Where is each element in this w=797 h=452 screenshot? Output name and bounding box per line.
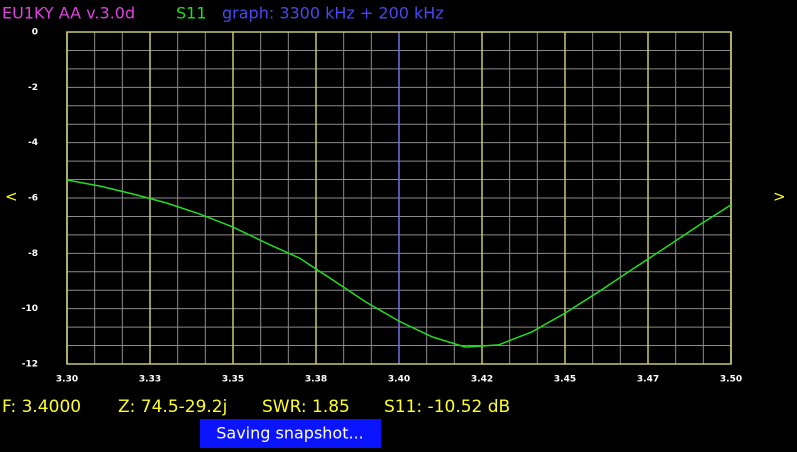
y-tick-label: -2	[28, 83, 38, 93]
x-tick-label: 3.42	[471, 375, 493, 385]
frequency: F: 3.4000	[2, 397, 81, 417]
x-tick-label: 3.38	[305, 375, 327, 385]
app-title: EU1KY AA v.3.0d	[2, 4, 135, 23]
impedance: Z: 74.5-29.2j	[118, 397, 227, 417]
x-tick-label: 3.45	[554, 375, 576, 385]
y-tick-label: -8	[28, 249, 38, 259]
x-tick-label: 3.50	[720, 375, 742, 385]
graph-range: graph: 3300 kHz + 200 kHz	[222, 4, 444, 23]
nav-right[interactable]: >	[773, 188, 786, 206]
swr: SWR: 1.85	[262, 397, 350, 417]
plot: 0 -2 -4 -6 -8 -10 -12 3.30 3.33 3.35 3.38 3.40 3.42 3…	[22, 28, 742, 385]
x-tick-label: 3.33	[139, 375, 161, 385]
toast-box	[200, 419, 381, 448]
plot-frame	[66, 31, 732, 365]
y-tick-label: -4	[28, 138, 38, 148]
s11: S11: -10.52 dB	[384, 397, 510, 417]
x-tick-label: 3.35	[222, 375, 244, 385]
x-tick-label: 3.47	[637, 375, 659, 385]
x-tick-label: 3.40	[388, 375, 410, 385]
y-tick-label: 0	[32, 28, 38, 38]
y-tick-label: -12	[22, 360, 38, 370]
y-tick-label: -10	[22, 304, 38, 314]
y-tick-label: -6	[28, 194, 38, 204]
toast: Saving snapshot...	[216, 424, 364, 443]
curve	[66, 179, 732, 348]
x-tick-label: 3.30	[56, 375, 78, 385]
mode: S11	[176, 4, 207, 23]
nav-left[interactable]: <	[5, 188, 18, 206]
